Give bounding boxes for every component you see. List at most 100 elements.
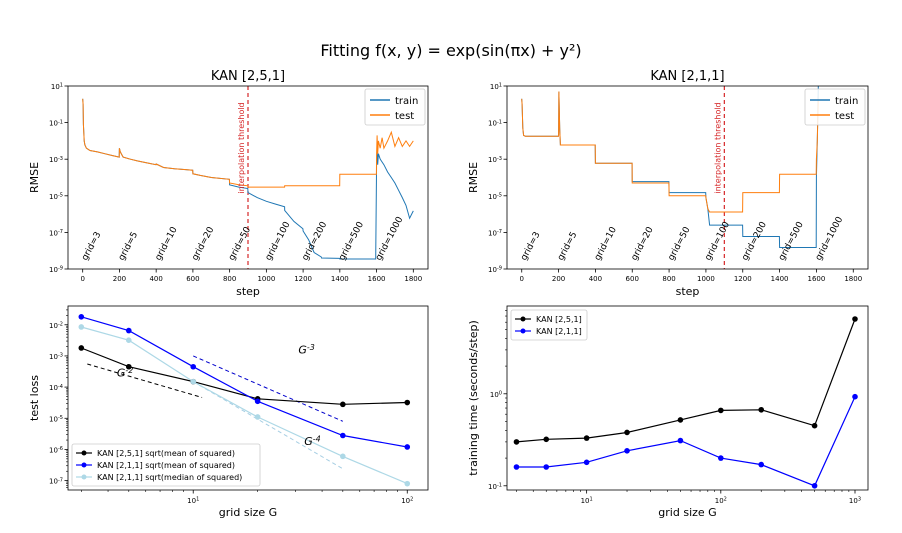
grid-label: grid=500 bbox=[337, 220, 366, 262]
data-point bbox=[340, 402, 346, 408]
grid-label: grid=50 bbox=[667, 225, 693, 262]
grid-label: grid=50 bbox=[227, 225, 253, 262]
grid-label: grid=20 bbox=[630, 225, 656, 262]
data-point bbox=[404, 481, 410, 487]
data-point bbox=[79, 324, 85, 330]
data-point bbox=[340, 433, 346, 439]
data-point bbox=[678, 438, 684, 444]
annotation-label: G-4 bbox=[304, 434, 320, 448]
x-tick-label: 1000 bbox=[257, 275, 275, 283]
data-point bbox=[758, 407, 764, 413]
y-axis-label: RMSE bbox=[467, 162, 480, 193]
x-tick-label: 102 bbox=[715, 497, 727, 505]
y-tick-label: 10-9 bbox=[488, 266, 502, 274]
grid-label: grid=10 bbox=[593, 225, 619, 262]
x-tick-label: 1800 bbox=[404, 275, 422, 283]
x-tick-label: 101 bbox=[187, 497, 199, 505]
y-tick-label: 10-3 bbox=[49, 156, 63, 164]
x-axis-label: step bbox=[676, 285, 700, 298]
x-tick-label: 103 bbox=[849, 497, 861, 505]
x-axis-label: grid size G bbox=[219, 506, 277, 519]
data-point bbox=[624, 430, 630, 436]
x-tick-label: 0 bbox=[80, 275, 84, 283]
y-tick-label: 10-7 bbox=[49, 477, 63, 485]
x-tick-label: 1000 bbox=[697, 275, 715, 283]
threshold-label: interpolation threshold bbox=[237, 102, 246, 193]
reference-line bbox=[193, 356, 343, 421]
y-tick-label: 10-1 bbox=[488, 483, 502, 491]
legend-label: KAN [2,5,1] sqrt(mean of squared) bbox=[97, 449, 235, 458]
legend-marker bbox=[521, 329, 526, 334]
y-tick-label: 10-7 bbox=[488, 229, 502, 237]
data-point bbox=[79, 314, 85, 320]
y-tick-label: 10-6 bbox=[49, 446, 63, 454]
grid-label: grid=1000 bbox=[814, 215, 846, 262]
x-tick-label: 1400 bbox=[331, 275, 349, 283]
grid-label: grid=200 bbox=[301, 220, 330, 262]
y-axis-label: test loss bbox=[28, 375, 41, 421]
grid-label: grid=1000 bbox=[374, 215, 406, 262]
x-tick-label: 1600 bbox=[368, 275, 386, 283]
chart-title: KAN [2,5,1] bbox=[211, 69, 285, 84]
legend-label: test bbox=[835, 111, 854, 122]
grid-label: grid=5 bbox=[556, 230, 579, 262]
x-tick-label: 800 bbox=[223, 275, 236, 283]
rmse-chart-kan-2-5-1: KAN [2,5,1] interpolation threshold grid=3… bbox=[28, 69, 428, 298]
data-point bbox=[255, 399, 261, 405]
series-line bbox=[81, 317, 407, 447]
data-point bbox=[812, 483, 818, 489]
legend-label: train bbox=[835, 96, 858, 107]
legend-marker bbox=[521, 317, 526, 322]
data-point bbox=[812, 423, 818, 429]
data-point bbox=[190, 364, 196, 370]
legend-label: KAN [2,5,1] bbox=[536, 315, 582, 324]
x-tick-label: 400 bbox=[589, 275, 602, 283]
training-time-chart: 101 102 10310-1100grid size Gtraining time… bbox=[467, 306, 868, 519]
grid-label: grid=20 bbox=[190, 225, 216, 262]
y-tick-label: 10-2 bbox=[49, 321, 63, 329]
data-point bbox=[758, 462, 764, 468]
data-point bbox=[514, 464, 520, 470]
series-line bbox=[522, 92, 819, 213]
data-point bbox=[678, 417, 684, 423]
grid-label: grid=100 bbox=[264, 220, 293, 262]
y-tick-label: 100 bbox=[490, 391, 502, 399]
legend-marker bbox=[82, 451, 87, 456]
grid-label: grid=3 bbox=[80, 230, 103, 262]
grid-label: grid=200 bbox=[740, 220, 769, 262]
data-point bbox=[584, 460, 590, 466]
data-point bbox=[404, 444, 410, 450]
annotation-label: G-2 bbox=[117, 366, 133, 380]
legend-label: KAN [2,1,1] bbox=[536, 327, 582, 336]
legend-marker bbox=[82, 463, 87, 468]
reference-line bbox=[87, 364, 202, 397]
data-point bbox=[718, 455, 724, 461]
x-tick-label: 600 bbox=[186, 275, 199, 283]
plot-area bbox=[514, 316, 858, 488]
figure-suptitle: Fitting f(x, y) = exp(sin(πx) + y²) bbox=[320, 41, 581, 60]
y-tick-label: 101 bbox=[490, 83, 502, 91]
x-axis-label: step bbox=[236, 285, 260, 298]
y-tick-label: 10-7 bbox=[49, 229, 63, 237]
data-point bbox=[852, 316, 858, 322]
rmse-chart-kan-2-1-1: KAN [2,1,1]interpolation thresholdgrid=3… bbox=[467, 69, 868, 298]
y-tick-label: 10-5 bbox=[49, 415, 63, 423]
x-tick-label: 1200 bbox=[734, 275, 752, 283]
data-point bbox=[340, 454, 346, 460]
x-tick-label: 101 bbox=[581, 497, 593, 505]
x-tick-label: 1200 bbox=[294, 275, 312, 283]
x-tick-label: 1800 bbox=[844, 275, 862, 283]
data-point bbox=[404, 400, 410, 406]
data-point bbox=[584, 435, 590, 441]
x-tick-label: 200 bbox=[552, 275, 565, 283]
grid-label: grid=10 bbox=[154, 225, 180, 262]
x-tick-label: 0 bbox=[520, 275, 524, 283]
chart-title: KAN [2,1,1] bbox=[650, 69, 724, 84]
data-point bbox=[543, 464, 549, 470]
y-tick-label: 10-4 bbox=[49, 384, 63, 392]
legend-label: train bbox=[395, 96, 418, 107]
grid-label: grid=3 bbox=[519, 230, 542, 262]
y-axis-label: training time (seconds/step) bbox=[467, 320, 480, 476]
legend-label: KAN [2,1,1] sqrt(mean of squared) bbox=[97, 461, 235, 470]
